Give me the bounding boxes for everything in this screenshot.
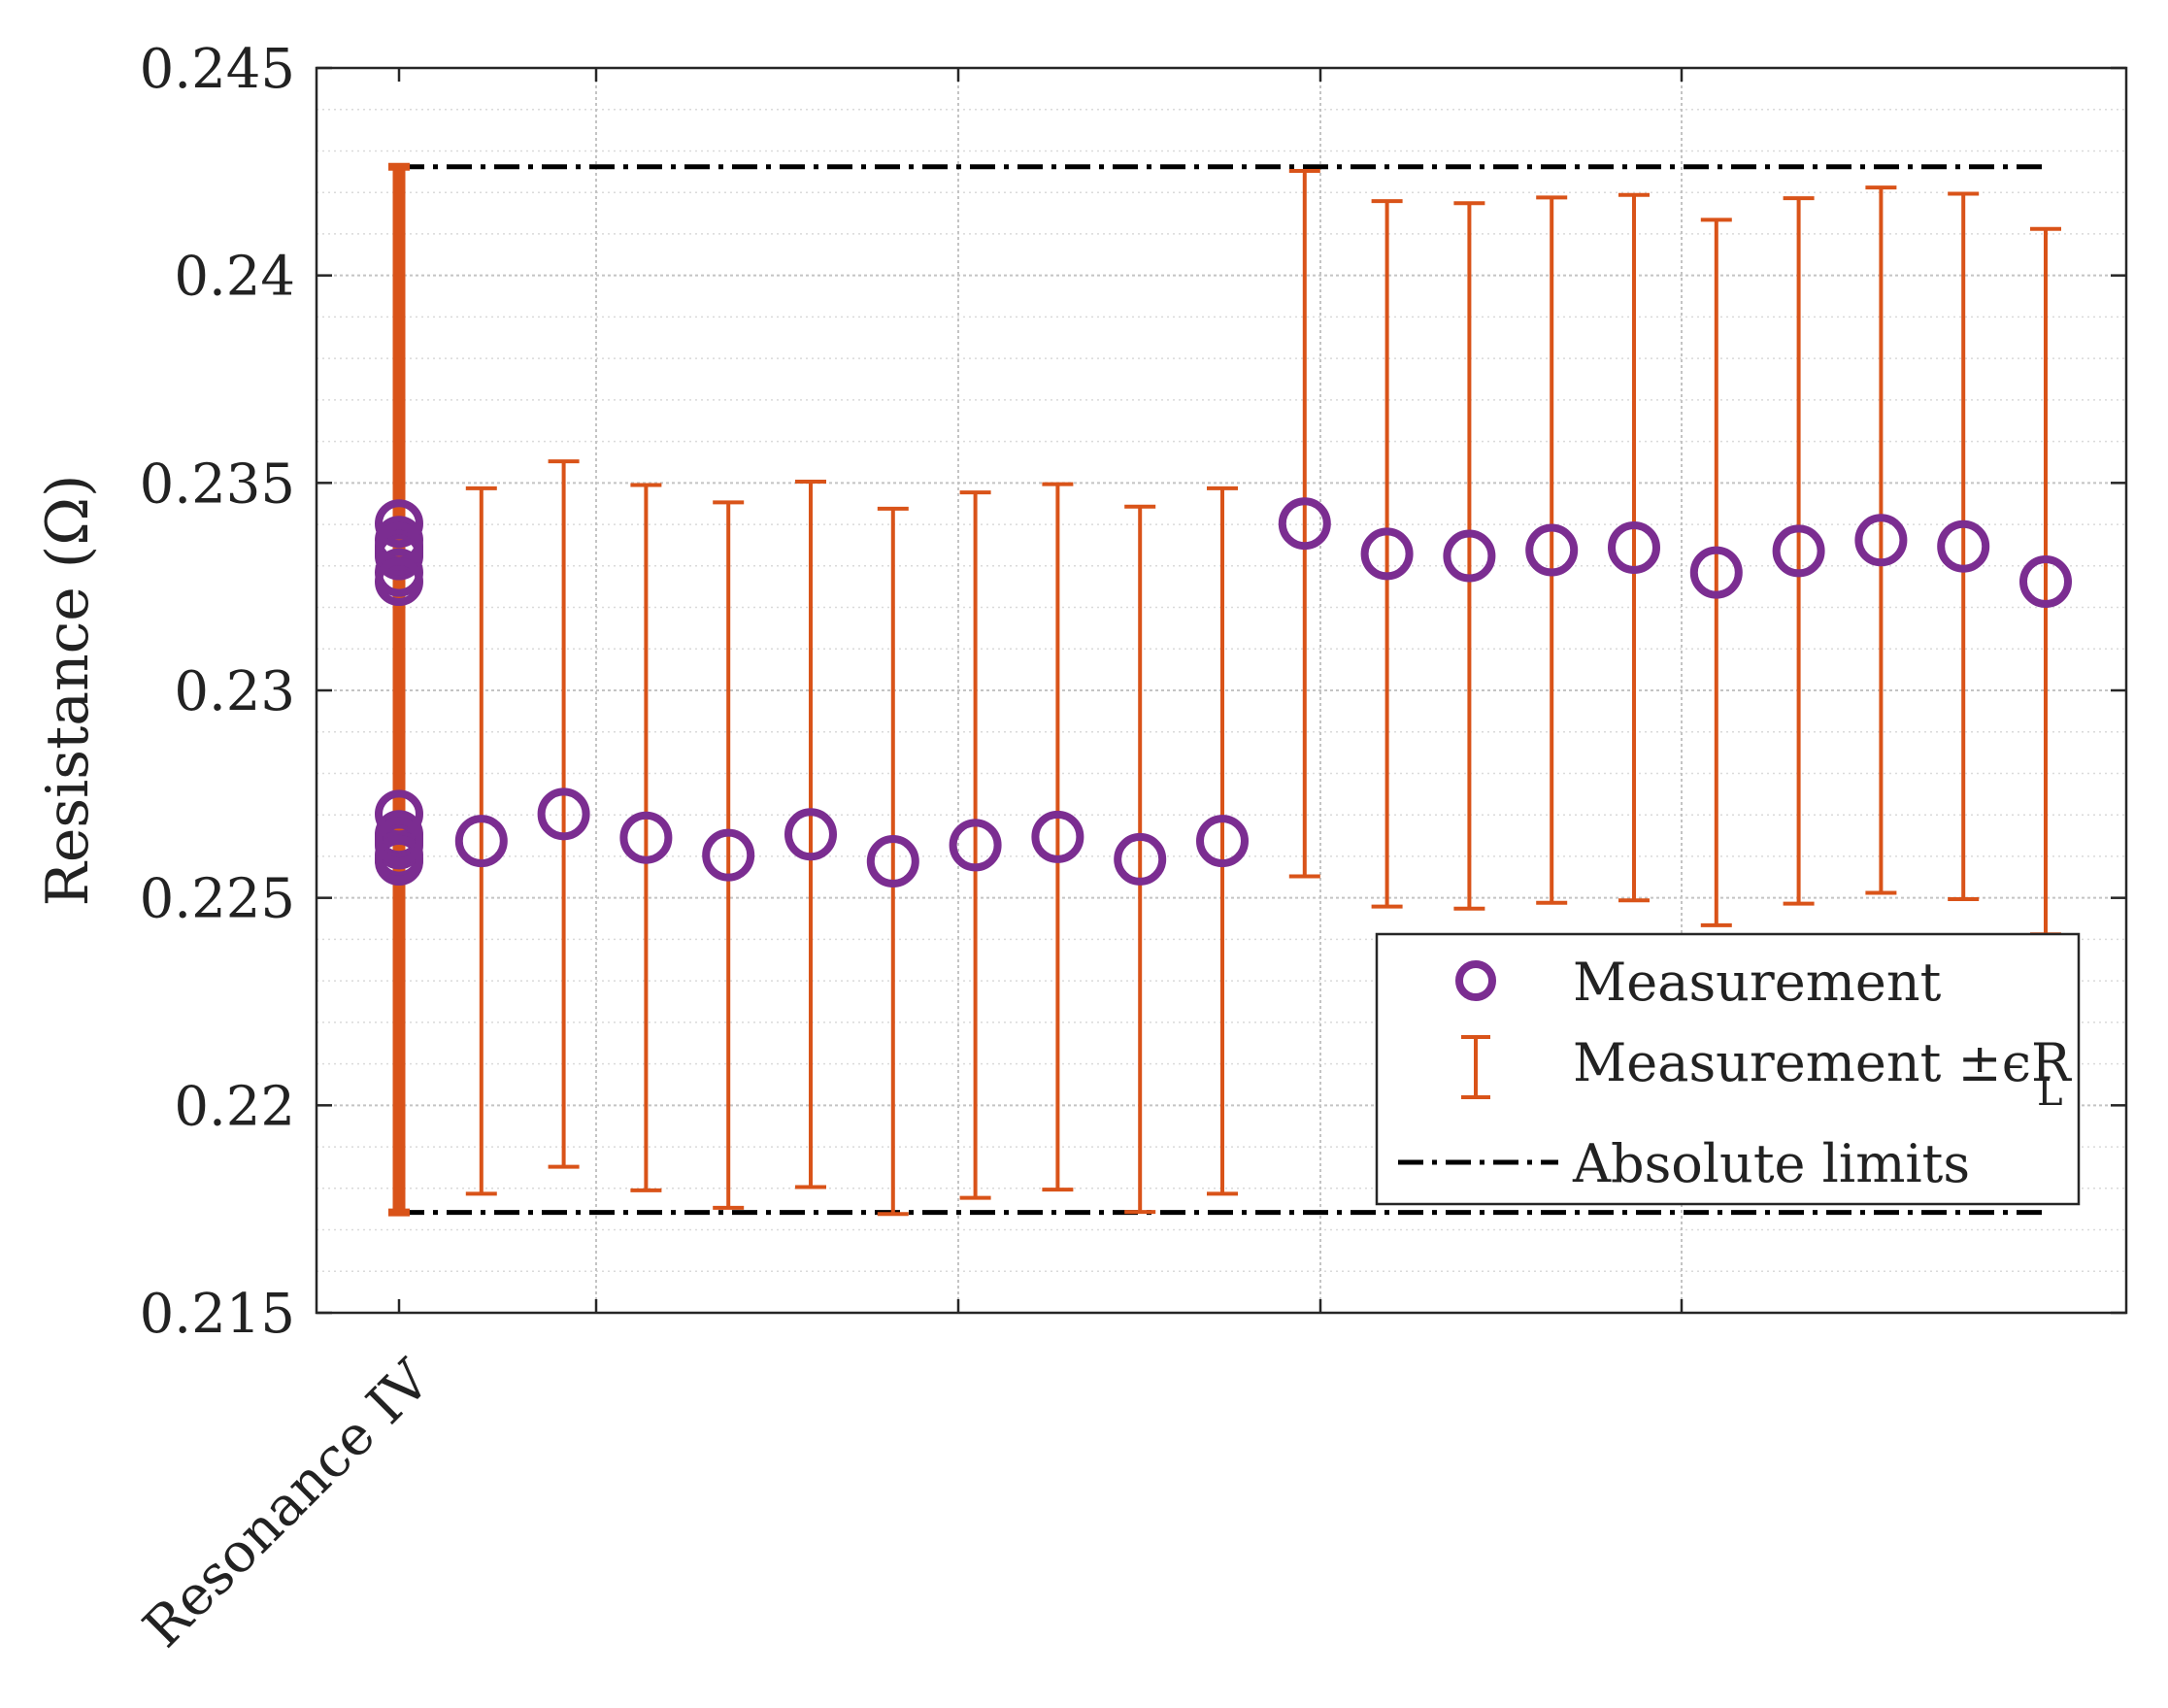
measurement-point	[1689, 546, 1743, 599]
errorbar	[1371, 199, 1403, 909]
y-tick-label: 0.225	[140, 868, 295, 931]
errorbar	[1948, 191, 1980, 901]
resonance-iv-point	[375, 817, 423, 866]
errorbar	[959, 490, 991, 1200]
legend-measurement-marker	[1455, 960, 1496, 1001]
errorbar	[1865, 185, 1897, 895]
y-tick-label: 0.235	[140, 452, 295, 516]
absolute-limits	[399, 164, 2050, 1216]
legend-limits-label: Absolute limits	[1572, 1133, 1970, 1194]
x-tick-label: Resonance IV	[131, 1348, 444, 1660]
measurement-point	[619, 811, 673, 864]
measurement-point	[537, 787, 590, 841]
resonance-iv-point	[375, 499, 423, 549]
measurement-point	[1525, 523, 1579, 577]
measurement-point	[1608, 520, 1660, 574]
measurement-point	[2019, 555, 2072, 609]
measurement-point	[1031, 810, 1084, 863]
measurement-point	[1196, 815, 1249, 868]
errorbar	[1783, 196, 1815, 906]
y-tick-label: 0.245	[140, 38, 295, 101]
y-tick-label: 0.24	[174, 246, 295, 309]
measurement-point	[454, 815, 508, 868]
y-axis-label: Resistance (Ω)	[34, 475, 102, 907]
measurement-point	[784, 808, 837, 861]
measurement-point	[1772, 524, 1825, 578]
legend-measurement-label: Measurement	[1573, 952, 1942, 1013]
measurement-markers	[375, 497, 2072, 888]
y-tick-label: 0.22	[174, 1075, 295, 1138]
resonance-iv-point	[375, 557, 423, 607]
errorbar	[1288, 168, 1320, 879]
measurement-point	[1360, 527, 1414, 581]
resonance-iv-point	[375, 834, 423, 884]
errorbar	[1536, 195, 1568, 905]
measurement-point	[1114, 832, 1167, 886]
errorbar	[548, 459, 580, 1169]
axis-ticks: 0.215 0.22 0.225 0.23 0.235 0.24 0.245	[140, 38, 2126, 1346]
legend-errorbar-subscript: L	[2037, 1070, 2063, 1115]
errorbar	[1453, 201, 1485, 911]
errorbar	[465, 486, 497, 1196]
errorbar	[1042, 482, 1074, 1192]
y-tick-label: 0.215	[140, 1283, 295, 1346]
errorbar	[1124, 504, 1156, 1215]
errorbar	[1207, 486, 1238, 1196]
legend-errorbar-marker	[1461, 1035, 1490, 1099]
legend: Measurement Measurement ±ϵR L Absolute l…	[1375, 932, 2081, 1206]
y-tick-label: 0.23	[174, 660, 295, 723]
legend-errorbar-label: Measurement ±ϵR	[1573, 1032, 2072, 1093]
measurement-point	[1278, 497, 1331, 551]
errorbar	[1618, 192, 1650, 903]
measurement-point	[1937, 519, 1990, 573]
error-bars	[388, 162, 2061, 1217]
measurement-point	[949, 819, 1002, 872]
resonance-iv-point	[375, 521, 423, 571]
errorbar	[877, 506, 909, 1217]
measurement-point	[866, 835, 919, 888]
measurement-point	[1443, 529, 1496, 583]
measurement-point	[1854, 514, 1908, 567]
errorbar	[713, 500, 745, 1210]
errorbar	[795, 480, 826, 1189]
measurement-point	[702, 828, 755, 882]
errorbar	[630, 483, 662, 1192]
errorbar	[1700, 218, 1732, 927]
